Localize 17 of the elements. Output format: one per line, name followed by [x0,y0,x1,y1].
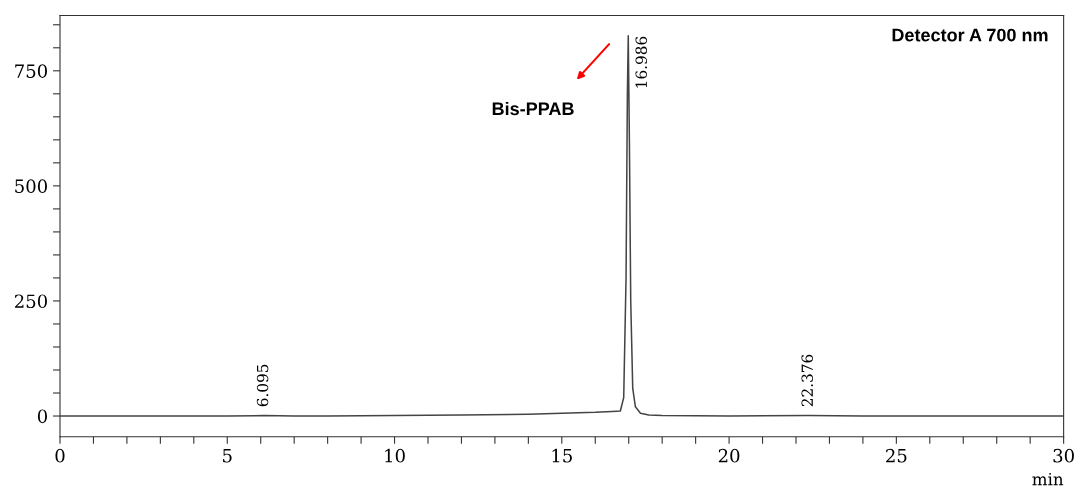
x-tick-label: 0 [55,448,65,463]
y-tick-label: 250 [14,294,47,309]
annotation: 6.095 [256,364,269,407]
x-tick-label: 15 [552,448,572,463]
annotation: Detector A 700 nm [892,28,1048,42]
annotation: 16.986 [635,36,648,88]
y-tick-label: 500 [15,179,47,193]
annotation: 22.376 [801,354,813,407]
x-tick-label: 10 [385,448,405,463]
x-tick-label: 30 [1053,448,1074,463]
y-tick-label: 750 [15,64,47,78]
y-tick-label: 0 [37,409,47,424]
x-tick-label: 25 [886,448,907,463]
x-tick-label: 20 [718,448,740,463]
x-tick-label: 5 [223,449,232,463]
x-axis-title: min [1032,472,1064,486]
annotation: Bis-PPAB [492,101,574,116]
